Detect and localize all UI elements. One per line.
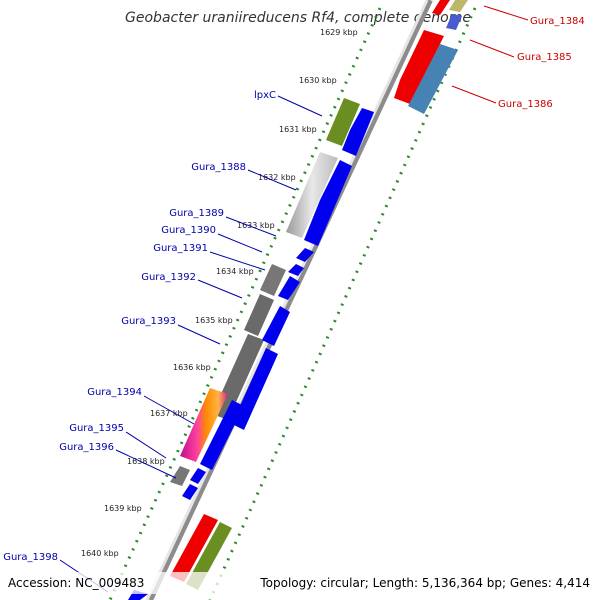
tick-1640: 1640 kbp xyxy=(81,549,119,558)
outer-left-dotted-ring xyxy=(108,7,382,600)
gene-gura-1384-khaki[interactable] xyxy=(449,0,468,12)
leader-gura-1394 xyxy=(143,395,195,425)
gene-blue-10[interactable] xyxy=(182,484,198,500)
tick-1639: 1639 kbp xyxy=(104,504,142,513)
gene-blue-7[interactable] xyxy=(232,348,278,430)
gene-gura-1388[interactable] xyxy=(286,152,338,238)
map-title: Geobacter uraniireducens Rf4, complete g… xyxy=(125,10,471,26)
label-gura-1392[interactable]: Gura_1392 xyxy=(141,272,196,283)
label-lpxc[interactable]: lpxC xyxy=(254,90,276,101)
tick-1629: 1629 kbp xyxy=(320,28,358,37)
leader-gura-1396 xyxy=(115,449,177,479)
tick-1635: 1635 kbp xyxy=(195,316,233,325)
right-gene-label-texts: Gura_1384 Gura_1385 Gura_1386 xyxy=(498,16,585,110)
leader-gura-1393 xyxy=(177,324,221,345)
outer-right-dotted-ring xyxy=(208,7,477,600)
gene-gura-1391[interactable] xyxy=(260,264,286,296)
gene-blue-1[interactable] xyxy=(342,108,374,156)
label-gura-1393[interactable]: Gura_1393 xyxy=(121,316,176,327)
label-gura-1386[interactable]: Gura_1386 xyxy=(498,99,553,110)
label-gura-1395[interactable]: Gura_1395 xyxy=(69,423,124,434)
label-gura-1384[interactable]: Gura_1384 xyxy=(530,16,585,27)
tick-1636: 1636 kbp xyxy=(173,363,211,372)
gene-blue-2[interactable] xyxy=(304,160,352,246)
tick-1633: 1633 kbp xyxy=(237,221,275,230)
gene-gura-1384-arrow[interactable] xyxy=(432,0,450,15)
gene-blue-4[interactable] xyxy=(288,264,304,276)
label-gura-1388[interactable]: Gura_1388 xyxy=(191,162,246,173)
accession-text: Accession: NC_009483 xyxy=(8,576,144,590)
leader-gura-1390 xyxy=(217,233,263,253)
leader-gura-1389 xyxy=(225,216,277,237)
gene-lpxc[interactable] xyxy=(326,98,360,146)
tick-1630: 1630 kbp xyxy=(299,76,337,85)
gene-blue-8[interactable] xyxy=(200,400,244,470)
label-gura-1396[interactable]: Gura_1396 xyxy=(59,442,114,453)
kbp-ticks: 1629 kbp 1630 kbp 1631 kbp 1632 kbp 1633… xyxy=(81,28,358,558)
leader-gura-1386 xyxy=(451,85,497,104)
leader-gura-1392 xyxy=(197,279,243,299)
leader-gura-1385 xyxy=(469,39,515,58)
tick-1638: 1638 kbp xyxy=(127,457,165,466)
right-gene-labels xyxy=(451,5,529,104)
label-gura-1390[interactable]: Gura_1390 xyxy=(161,225,216,236)
label-gura-1394[interactable]: Gura_1394 xyxy=(87,387,142,398)
leader-gura-1384 xyxy=(483,5,529,21)
gene-gura-1385[interactable] xyxy=(394,30,444,104)
label-gura-1391[interactable]: Gura_1391 xyxy=(153,243,208,254)
left-gene-label-texts: lpxC Gura_1388 Gura_1389 Gura_1390 Gura_… xyxy=(3,90,276,563)
gene-red-lower[interactable] xyxy=(170,514,218,582)
tick-1631: 1631 kbp xyxy=(279,125,317,134)
gene-blue-9[interactable] xyxy=(190,468,206,484)
leader-gura-1391 xyxy=(209,251,266,271)
gene-gura-1384-blue[interactable] xyxy=(446,14,462,30)
gene-gura-1394[interactable] xyxy=(180,388,228,462)
tick-1637: 1637 kbp xyxy=(150,409,188,418)
tick-1634: 1634 kbp xyxy=(216,267,254,276)
footer-background xyxy=(0,572,600,594)
backbone-ring xyxy=(147,0,433,600)
gene-blue-6[interactable] xyxy=(262,306,290,346)
gene-gura-1386[interactable] xyxy=(408,44,458,114)
label-gura-1385[interactable]: Gura_1385 xyxy=(517,52,572,63)
label-gura-1389[interactable]: Gura_1389 xyxy=(169,208,224,219)
leader-lpxc xyxy=(277,95,323,117)
leader-gura-1388 xyxy=(247,169,297,191)
label-gura-1398[interactable]: Gura_1398 xyxy=(3,552,58,563)
gene-blue-3[interactable] xyxy=(296,248,314,262)
gene-gura-1392[interactable] xyxy=(244,294,274,336)
backbone-highlight xyxy=(145,0,429,600)
gene-blue-5[interactable] xyxy=(278,276,300,300)
tick-1632: 1632 kbp xyxy=(258,173,296,182)
genome-summary-text: Topology: circular; Length: 5,136,364 bp… xyxy=(259,576,590,590)
leader-gura-1395 xyxy=(125,431,167,459)
gene-gura-1396[interactable] xyxy=(170,466,190,486)
